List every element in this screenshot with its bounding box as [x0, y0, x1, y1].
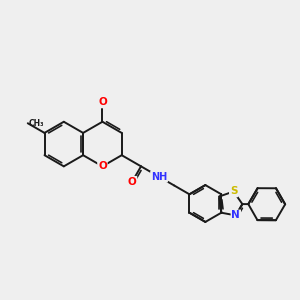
Text: O: O — [98, 98, 107, 107]
Text: O: O — [98, 161, 107, 171]
Text: N: N — [231, 210, 240, 220]
Text: S: S — [230, 187, 237, 196]
Text: CH₃: CH₃ — [28, 119, 44, 128]
Text: O: O — [128, 177, 136, 187]
Text: NH: NH — [151, 172, 167, 182]
